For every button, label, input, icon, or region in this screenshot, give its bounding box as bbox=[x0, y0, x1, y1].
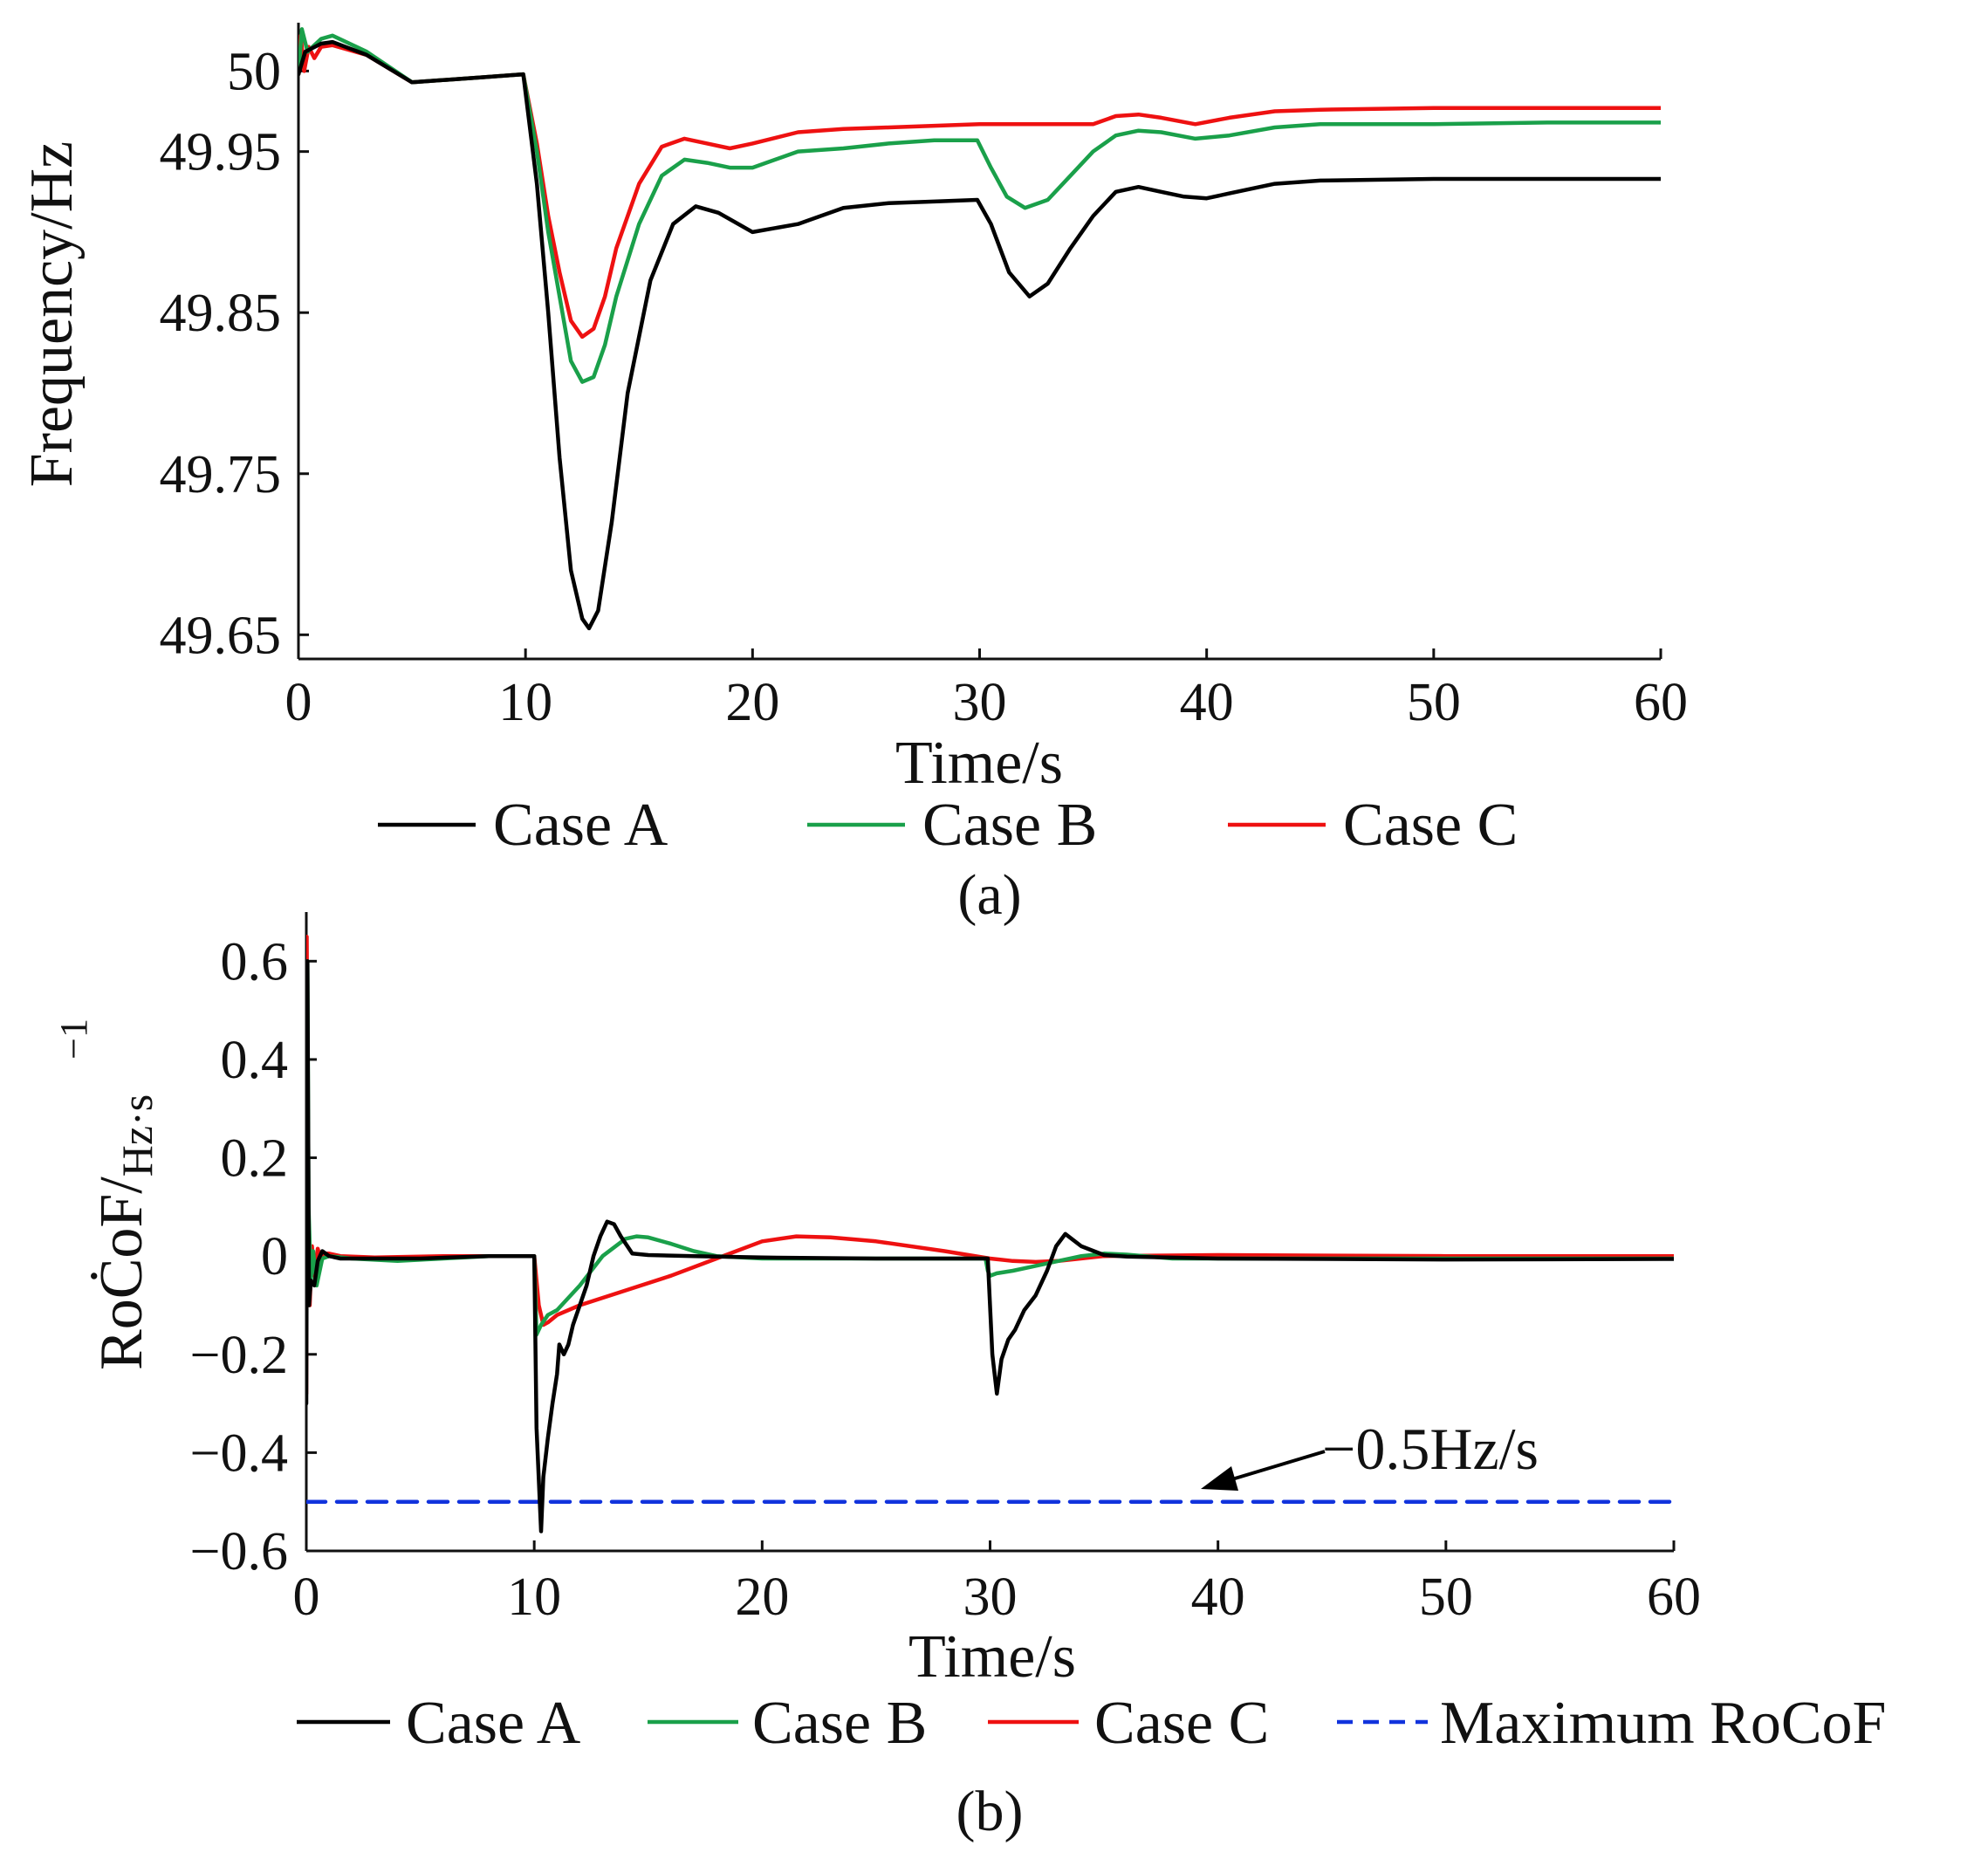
rocof-ticks: 0 10 20 30 40 50 60 −0.6 −0.4 −0.2 0 0.2 0.4 0.6 bbox=[190, 932, 1701, 1627]
legend-label-case-b-b: Case B bbox=[752, 1690, 927, 1757]
rocof-chart: 0 10 20 30 40 50 60 −0.6 −0.4 −0.2 0 0.2 0.4 0.6 RoĊo… bbox=[52, 912, 1886, 1843]
rocof-y-tick-label-0-4: 0.4 bbox=[221, 1031, 289, 1090]
rocof-x-tick-label-0: 0 bbox=[293, 1567, 320, 1627]
frequency-y-tick-label-49-85: 49.85 bbox=[160, 284, 282, 343]
rocof-x-tick-label-60: 60 bbox=[1647, 1567, 1701, 1627]
frequency-y-tick-label-49-75: 49.75 bbox=[160, 445, 282, 504]
rocof-y-tick-label-0: 0 bbox=[261, 1227, 288, 1286]
rocof-series bbox=[306, 934, 1674, 1533]
legend-label-case-b: Case B bbox=[922, 792, 1097, 859]
rocof-y-tick-label-0-6: 0.6 bbox=[221, 932, 289, 991]
rocof-y-tick-label-0-2: 0.2 bbox=[221, 1129, 289, 1189]
rocof-series-case-a bbox=[306, 959, 1674, 1533]
frequency-y-tick-label-49-65: 49.65 bbox=[160, 606, 282, 665]
rocof-y-tick-label-0-2: −0.2 bbox=[190, 1326, 288, 1385]
rocof-y-tick-label-0-4: −0.4 bbox=[190, 1423, 288, 1483]
frequency-x-tick-label-40: 40 bbox=[1180, 673, 1234, 732]
rocof-y-axis-title-unit: Hz·s bbox=[113, 1094, 161, 1176]
rocof-series-case-c bbox=[306, 934, 1674, 1396]
frequency-series-case-c bbox=[298, 33, 1661, 340]
frequency-series bbox=[298, 27, 1661, 631]
legend-label-case-c-b: Case C bbox=[1094, 1690, 1269, 1757]
panel-label-a: (a) bbox=[957, 863, 1021, 927]
legend-label-max-rocof: Maximum RoCoF bbox=[1440, 1690, 1886, 1757]
frequency-y-tick-label-50: 50 bbox=[227, 42, 281, 101]
legend-label-case-a: Case A bbox=[493, 792, 668, 859]
rocof-y-tick-label-0-6: −0.6 bbox=[190, 1522, 288, 1581]
rocof-x-tick-label-50: 50 bbox=[1419, 1567, 1473, 1627]
frequency-x-tick-label-60: 60 bbox=[1634, 673, 1688, 732]
frequency-series-case-a bbox=[298, 39, 1661, 631]
annotation-arrow-shaft bbox=[1225, 1450, 1326, 1483]
legend-label-case-c: Case C bbox=[1343, 792, 1518, 859]
frequency-chart: 0 10 20 30 40 50 60 49.65 49.75 49.85 49.95 50 Freq… bbox=[18, 23, 1688, 927]
frequency-legend: Case A Case B Case C bbox=[378, 792, 1518, 859]
rocof-x-axis-title: Time/s bbox=[908, 1623, 1076, 1691]
rocof-y-axis-title-text: RoĊoF/ bbox=[88, 1176, 155, 1370]
legend-label-case-a-b: Case A bbox=[406, 1690, 581, 1757]
frequency-x-tick-label-30: 30 bbox=[953, 673, 1007, 732]
rocof-x-tick-label-20: 20 bbox=[735, 1567, 789, 1627]
rocof-y-axis-title: RoĊoF/Hz·s −1 bbox=[52, 1019, 161, 1370]
rocof-y-axis-title-exponent: −1 bbox=[52, 1019, 95, 1060]
max-rocof-annotation: −0.5Hz/s bbox=[1201, 1416, 1539, 1491]
rocof-x-tick-label-10: 10 bbox=[507, 1567, 561, 1627]
frequency-x-tick-label-10: 10 bbox=[498, 673, 552, 732]
rocof-x-tick-label-40: 40 bbox=[1191, 1567, 1245, 1627]
frequency-x-axis-title: Time/s bbox=[895, 730, 1063, 797]
frequency-x-tick-label-50: 50 bbox=[1407, 673, 1461, 732]
frequency-ticks: 0 10 20 30 40 50 60 49.65 49.75 49.85 49.95 50 bbox=[160, 42, 1689, 732]
frequency-x-tick-label-0: 0 bbox=[285, 673, 312, 732]
frequency-y-tick-label-49-95: 49.95 bbox=[160, 123, 282, 182]
frequency-y-axis-title: Frequency/Hz bbox=[18, 141, 86, 488]
rocof-series-case-b bbox=[306, 959, 1674, 1337]
rocof-y-axis-title-main: RoĊoF/Hz·s −1 bbox=[52, 1019, 161, 1370]
rocof-legend: Case A Case B Case C Maximum RoCoF bbox=[297, 1690, 1886, 1757]
annotation-arrow-head bbox=[1201, 1466, 1238, 1491]
frequency-x-tick-label-20: 20 bbox=[725, 673, 779, 732]
annotation-label: −0.5Hz/s bbox=[1322, 1416, 1539, 1482]
rocof-x-tick-label-30: 30 bbox=[963, 1567, 1018, 1627]
panel-label-b: (b) bbox=[956, 1780, 1024, 1843]
